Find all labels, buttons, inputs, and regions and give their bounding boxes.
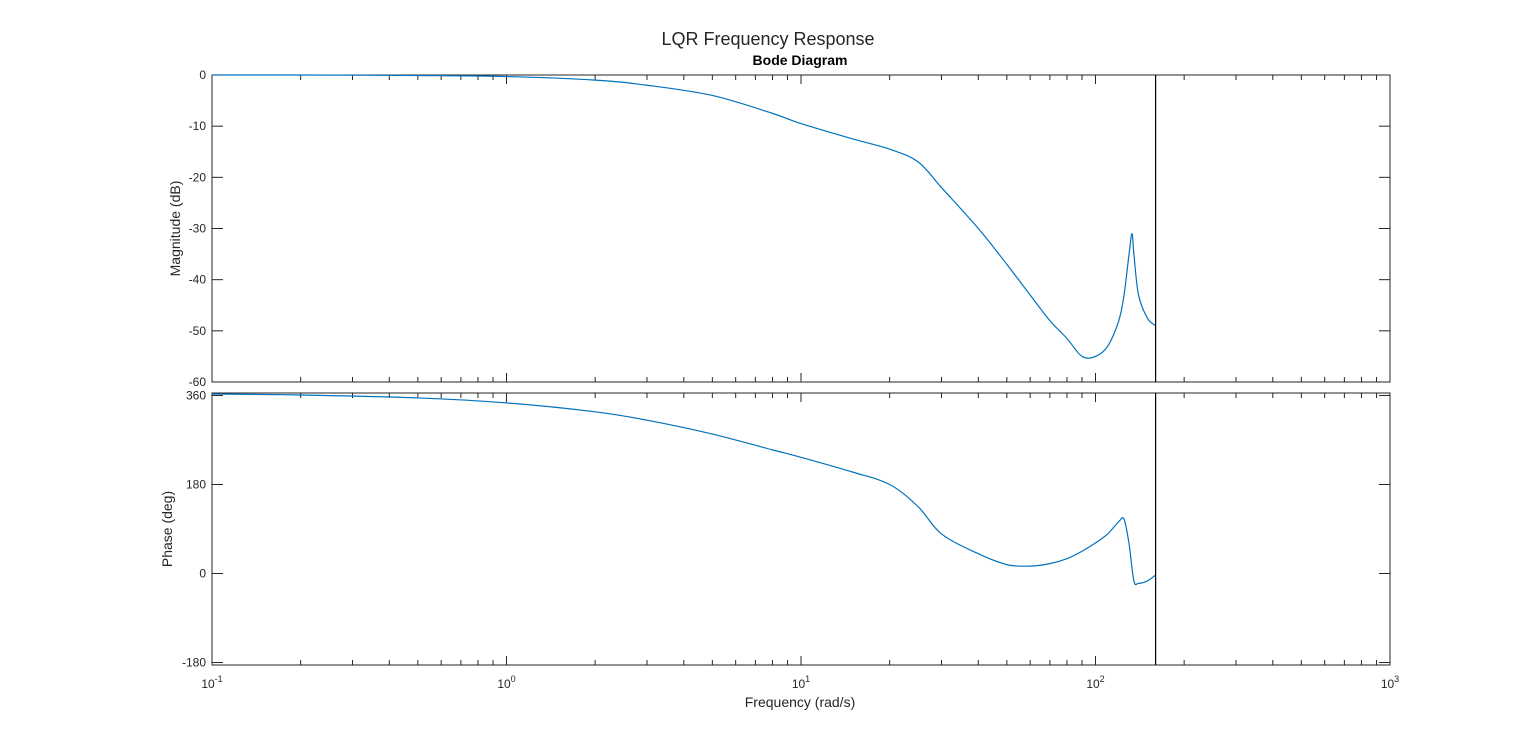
phase-panel: 360 180 0 -180 Phase (deg) (159, 388, 1391, 670)
bode-diagram-subtitle: Bode Diagram (753, 52, 848, 68)
magnitude-y-tick-label: -60 (189, 375, 207, 389)
magnitude-y-tick-label: 0 (199, 68, 206, 82)
x-axis-label: Frequency (rad/s) (745, 694, 855, 710)
magnitude-y-tick-label: -20 (189, 170, 207, 184)
magnitude-y-tick-label: -50 (189, 324, 207, 338)
phase-series-line (211, 393, 1156, 586)
magnitude-y-tick-label: -30 (189, 222, 207, 236)
phase-y-tick-label: 0 (199, 567, 206, 581)
figure-title: LQR Frequency Response (661, 29, 874, 49)
magnitude-panel: 0 -10 -20 -30 -40 -50 -60 Magnitude (dB) (167, 68, 1391, 389)
x-tick-label: 100 (497, 674, 515, 691)
x-tick-label: 102 (1086, 674, 1104, 691)
magnitude-y-tick-label: -10 (189, 119, 207, 133)
magnitude-axes-box (211, 74, 1391, 383)
phase-y-tick-label: 360 (186, 388, 206, 402)
x-tick-label: 101 (792, 674, 810, 691)
x-tick-label: 103 (1381, 674, 1399, 691)
phase-y-tick-label: 180 (186, 477, 206, 491)
phase-y-axis-label: Phase (deg) (159, 491, 175, 567)
phase-y-tick-label: -180 (182, 656, 206, 670)
magnitude-y-axis-label: Magnitude (dB) (167, 181, 183, 277)
magnitude-y-tick-label: -40 (189, 273, 207, 287)
magnitude-series-line (211, 74, 1157, 359)
phase-axes-box (211, 392, 1391, 666)
x-tick-labels: 10-1 100 101 102 103 (201, 674, 1399, 691)
x-tick-label: 10-1 (201, 674, 222, 691)
